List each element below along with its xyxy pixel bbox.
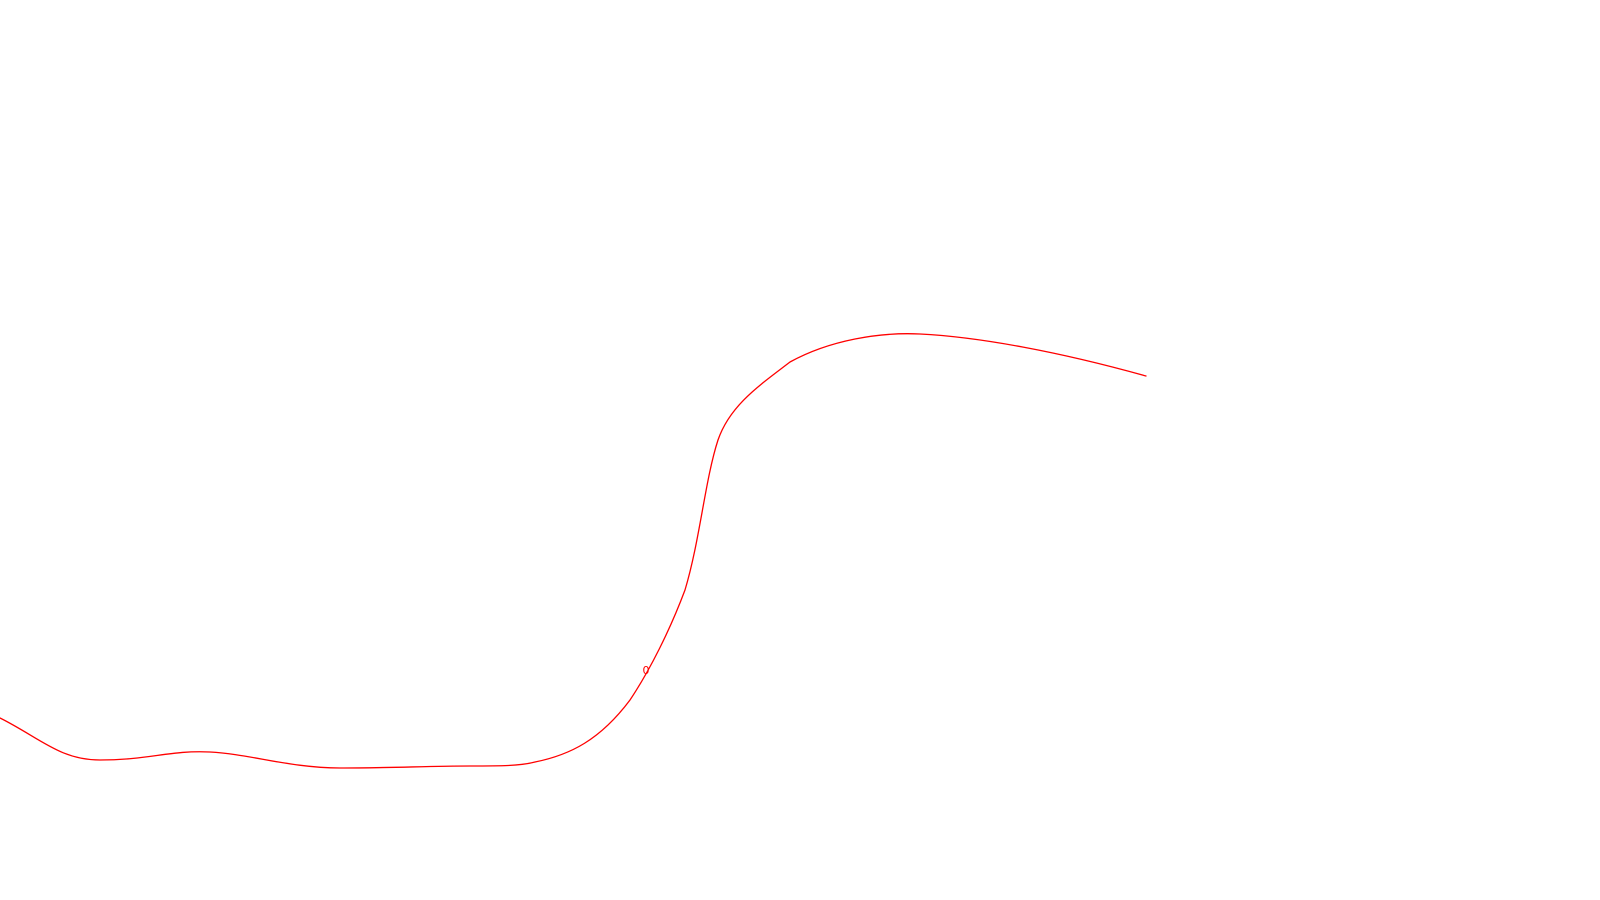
curve-marker-label: 0 (643, 664, 650, 677)
red-freehand-curve (0, 333, 1147, 769)
